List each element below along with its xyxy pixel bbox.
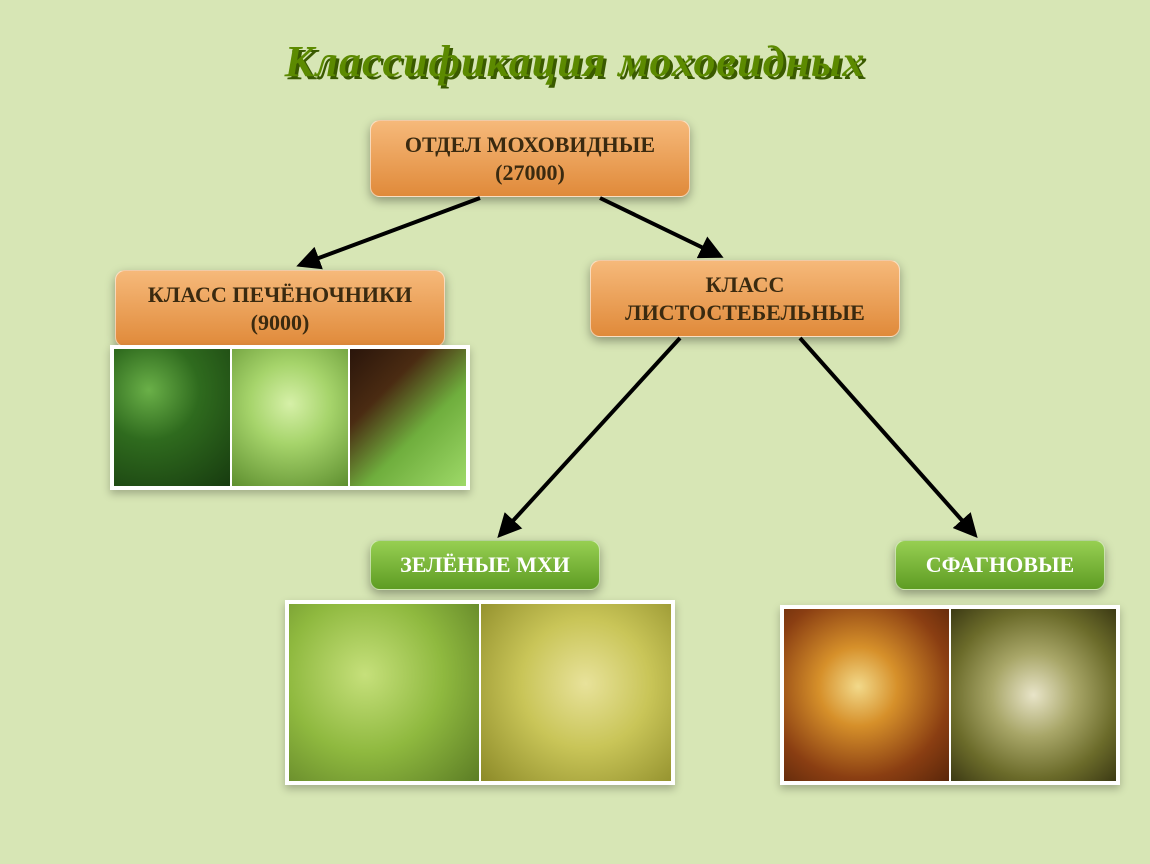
image-cell [232, 349, 350, 486]
image-cell [114, 349, 232, 486]
node-leafy-line1: КЛАСС [613, 271, 877, 299]
slide: Классификация моховидных ОТДЕЛ МОХОВИДНЫ… [0, 0, 1150, 864]
arrow [800, 338, 975, 535]
node-liverworts-line1: КЛАСС ПЕЧЁНОЧНИКИ [138, 281, 422, 309]
node-liverworts: КЛАСС ПЕЧЁНОЧНИКИ (9000) [115, 270, 445, 347]
image-cell [289, 604, 481, 781]
node-liverworts-line2: (9000) [138, 309, 422, 337]
image-cell [350, 349, 466, 486]
arrow [500, 338, 680, 535]
image-strip-green-mosses [285, 600, 675, 785]
node-root-line1: ОТДЕЛ МОХОВИДНЫЕ [393, 131, 667, 159]
image-strip-sphagnum [780, 605, 1120, 785]
node-leafy: КЛАСС ЛИСТОСТЕБЕЛЬНЫЕ [590, 260, 900, 337]
node-green-mosses-label: ЗЕЛЁНЫЕ МХИ [393, 551, 577, 579]
slide-title-text: Классификация моховидных [285, 37, 866, 86]
node-leafy-line2: ЛИСТОСТЕБЕЛЬНЫЕ [613, 299, 877, 327]
node-root: ОТДЕЛ МОХОВИДНЫЕ (27000) [370, 120, 690, 197]
arrow [600, 198, 720, 256]
node-sphagnum: СФАГНОВЫЕ [895, 540, 1105, 590]
node-green-mosses: ЗЕЛЁНЫЕ МХИ [370, 540, 600, 590]
image-strip-liverworts [110, 345, 470, 490]
image-cell [481, 604, 671, 781]
slide-title: Классификация моховидных [0, 36, 1150, 87]
arrow [300, 198, 480, 265]
image-cell [784, 609, 951, 781]
image-cell [951, 609, 1116, 781]
node-root-line2: (27000) [393, 159, 667, 187]
node-sphagnum-label: СФАГНОВЫЕ [918, 551, 1082, 579]
